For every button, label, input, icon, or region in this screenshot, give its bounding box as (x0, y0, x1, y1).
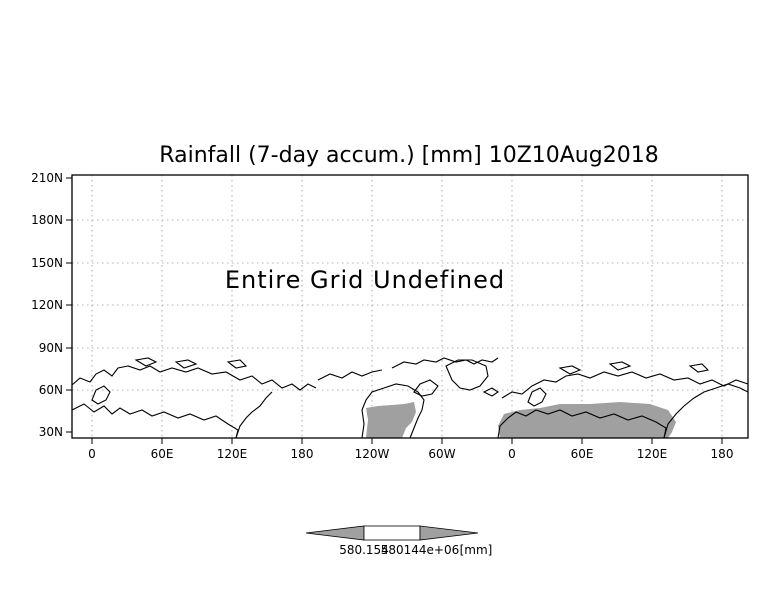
lon-label-60w: 60W (428, 447, 455, 461)
lat-label-90n: 90N (39, 341, 63, 355)
coastline-hudson-bay (413, 379, 439, 397)
coastlines (71, 357, 749, 439)
colorbar-high-label: 580144e+06 (381, 543, 460, 557)
coastline-europe-left-south (71, 403, 239, 439)
lat-label-180n: 180N (31, 213, 63, 227)
lon-label-120w: 120W (355, 447, 390, 461)
coastline-greenland (445, 359, 489, 391)
colorbar: 580.154 580144e+06 [mm] (305, 525, 493, 557)
coastline-europe-right-south (497, 409, 667, 439)
coastline-east-asia-left (235, 391, 273, 439)
graticule (72, 175, 748, 438)
lat-label-30n: 30N (39, 425, 63, 439)
plot-frame (71, 174, 749, 439)
coastline-scandinavia-left (91, 385, 111, 405)
colorbar-low-label: 580.154 (339, 543, 389, 557)
coastline-alaska (317, 369, 383, 381)
lon-label-120e: 120E (217, 447, 248, 461)
coastline-arctic-islands-left (134, 357, 248, 369)
coastline-arctic-islands-right (558, 361, 710, 375)
coastline-canadian-archipelago (391, 357, 499, 369)
colorbar-unit-label: [mm] (460, 543, 493, 557)
lon-label-0-repeat: 0 (508, 447, 516, 461)
colorbar-high-triangle (419, 525, 479, 541)
colorbar-middle-box (363, 525, 421, 541)
lon-label-60e-repeat: 60E (571, 447, 594, 461)
lat-label-210n: 210N (31, 171, 63, 185)
undefined-grid-message: Entire Grid Undefined (225, 266, 505, 294)
lat-label-150n: 150N (31, 256, 63, 270)
coastline-north-america (361, 383, 425, 439)
lon-label-120e-repeat: 120E (637, 447, 668, 461)
coastline-scandinavia-right (527, 387, 547, 407)
coastline-europe-right (501, 371, 749, 399)
lat-label-120n: 120N (31, 298, 63, 312)
lat-label-60n: 60N (39, 383, 63, 397)
coastline-europe-left (71, 365, 317, 391)
shaded-region-eurasia (498, 402, 676, 438)
coastline-iceland (482, 387, 499, 397)
lon-label-180: 180 (291, 447, 314, 461)
longitude-axis: 0 60E 120E 180 120W 60W 0 60E 120E 180 (88, 438, 733, 461)
lon-label-0: 0 (88, 447, 96, 461)
latitude-axis: 210N 180N 150N 120N 90N 60N 30N (31, 171, 72, 439)
coastline-east-asia-right (663, 383, 749, 439)
colorbar-low-triangle (305, 525, 365, 541)
lon-label-60e: 60E (151, 447, 174, 461)
lon-label-180-repeat: 180 (711, 447, 734, 461)
map-title: Rainfall (7-day accum.) [mm] 10Z10Aug201… (159, 143, 658, 168)
shaded-regions (366, 402, 676, 438)
shaded-region-north-america (366, 402, 416, 438)
